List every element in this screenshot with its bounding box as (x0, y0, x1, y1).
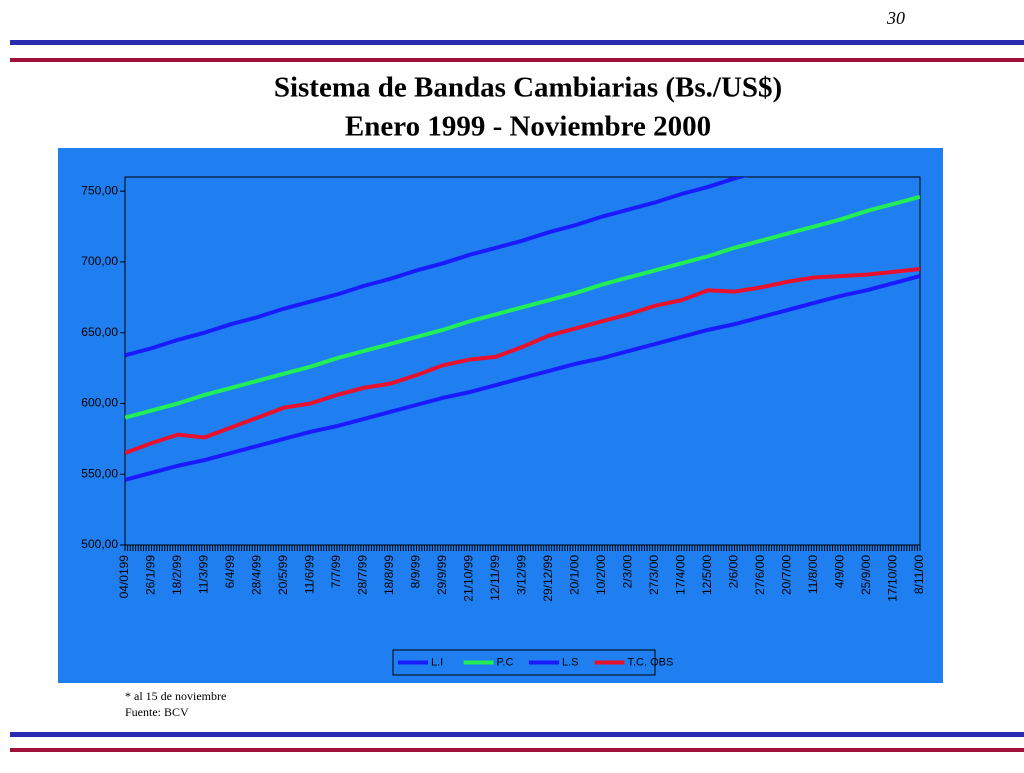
x-tick-label: 20/1/00 (568, 555, 582, 595)
y-tick-label: 500,00 (81, 537, 118, 551)
x-tick-label: 28/7/99 (356, 555, 370, 595)
x-tick-label: 11/6/99 (303, 555, 317, 594)
x-tick-label: 8/9/99 (409, 555, 423, 589)
x-tick-label: 25/9/00 (859, 555, 873, 595)
x-tick-label: 3/12/99 (515, 555, 529, 595)
x-tick-label: 28/4/99 (250, 555, 264, 595)
legend-label: P.C (497, 656, 514, 668)
x-tick-label: 04/0199 (117, 555, 131, 599)
y-tick-label: 650,00 (81, 325, 118, 339)
plot-area (124, 176, 921, 546)
top-rule-blue (10, 40, 1024, 45)
x-tick-label: 12/5/00 (700, 555, 714, 595)
legend-label: L.S (562, 656, 579, 668)
legend-label: L.I (431, 656, 443, 668)
x-tick-label: 7/7/99 (329, 555, 343, 589)
page-number: 30 (886, 8, 905, 28)
bottom-rule-blue (10, 732, 1024, 737)
footnote: Fuente: BCV (125, 705, 189, 719)
chart-title: Sistema de Bandas Cambiarias (Bs./US$) (274, 72, 782, 104)
x-tick-label: 21/10/99 (462, 555, 476, 602)
x-tick-label: 18/2/99 (170, 555, 184, 595)
x-tick-label: 26/1/99 (144, 555, 158, 595)
x-tick-label: 12/11/99 (488, 555, 502, 601)
x-tick-label: 20/5/99 (276, 555, 290, 595)
y-tick-label: 600,00 (81, 396, 118, 410)
x-tick-label: 6/4/99 (223, 555, 237, 589)
legend-label: T.C. OBS (628, 656, 674, 668)
x-tick-label: 18/8/99 (382, 555, 396, 595)
chart-subtitle: Enero 1999 - Noviembre 2000 (345, 111, 711, 143)
x-tick-label: 10/2/00 (594, 555, 608, 595)
series-line (125, 267, 920, 455)
bottom-rule-red (10, 748, 1024, 752)
y-tick-label: 700,00 (81, 254, 118, 268)
x-tick-label: 17/10/00 (886, 555, 900, 602)
x-tick-label: 29/9/99 (435, 555, 449, 595)
x-tick-label: 2/3/00 (621, 555, 635, 589)
x-tick-label: 11/3/99 (197, 555, 211, 594)
x-tick-label: 11/8/00 (806, 555, 820, 594)
y-tick-label: 550,00 (81, 466, 118, 480)
series-line (125, 274, 920, 482)
x-tick-label: 27/6/00 (753, 555, 767, 595)
x-tick-label: 20/7/00 (780, 555, 794, 595)
chart: 500,00 550,00 600,00 650,00 700,00 750,00 04/0… (81, 176, 926, 676)
y-tick-label: 750,00 (81, 183, 118, 197)
x-tick-label: 17/4/00 (674, 555, 688, 595)
series-line (125, 177, 748, 358)
x-tick-label: 8/11/00 (912, 555, 926, 594)
series-line (125, 194, 920, 420)
x-tick-label: 27/3/00 (647, 555, 661, 595)
top-rule-red (10, 58, 1024, 62)
x-tick-label: 29/12/99 (541, 555, 555, 602)
x-tick-label: 4/9/00 (833, 555, 847, 589)
plot-lines (125, 177, 920, 482)
footnote: * al 15 de noviembre (125, 689, 226, 703)
x-tick-label: 2/6/00 (727, 555, 741, 589)
